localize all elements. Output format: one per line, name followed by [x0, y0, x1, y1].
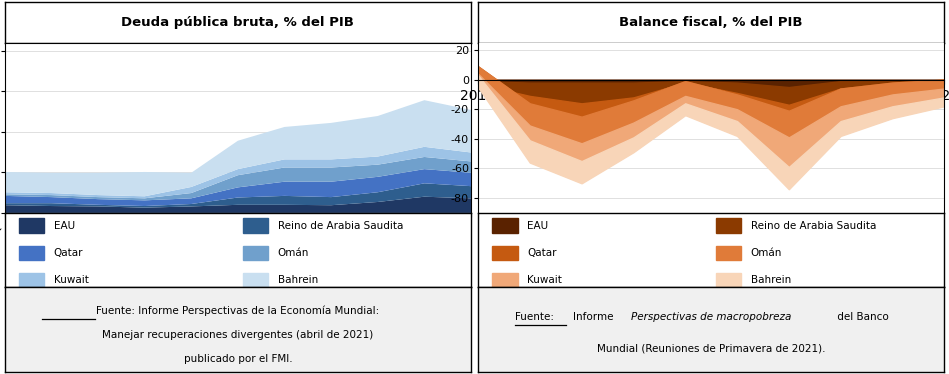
Bar [243, 273, 269, 288]
Text: EAU: EAU [54, 221, 75, 230]
Text: Reino de Arabia Saudita: Reino de Arabia Saudita [277, 221, 403, 230]
Text: Omán: Omán [751, 248, 782, 258]
Bar [243, 218, 269, 233]
Text: Omán: Omán [277, 248, 308, 258]
Text: Fuente: Informe Perspectivas de macropobreza del Banco: Fuente: Informe Perspectivas de macropob… [561, 312, 862, 322]
Text: Mundial (Reuniones de Primavera de 2021).: Mundial (Reuniones de Primavera de 2021)… [597, 343, 826, 353]
Bar [716, 218, 741, 233]
Text: Fuente:: Fuente: [515, 312, 558, 322]
Text: EAU: EAU [527, 221, 549, 230]
Bar [19, 245, 45, 260]
Text: Reino de Arabia Saudita: Reino de Arabia Saudita [751, 221, 876, 230]
Text: Informe: Informe [573, 312, 617, 322]
Bar [716, 245, 741, 260]
Text: Perspectivas de macropobreza: Perspectivas de macropobreza [631, 312, 791, 322]
Text: del Banco: del Banco [834, 312, 889, 322]
Bar [716, 273, 741, 288]
Text: Bahrein: Bahrein [277, 275, 318, 285]
Bar [492, 273, 517, 288]
Bar [492, 218, 517, 233]
Text: Bahrein: Bahrein [751, 275, 791, 285]
Text: Balance fiscal, % del PIB: Balance fiscal, % del PIB [620, 16, 803, 29]
Text: Kuwait: Kuwait [527, 275, 562, 285]
Text: publicado por el FMI.: publicado por el FMI. [183, 353, 292, 364]
Text: Kuwait: Kuwait [54, 275, 88, 285]
Text: Qatar: Qatar [527, 248, 556, 258]
Text: Manejar recuperaciones divergentes (abril de 2021): Manejar recuperaciones divergentes (abri… [102, 329, 374, 340]
Text: Deuda pública bruta, % del PIB: Deuda pública bruta, % del PIB [121, 16, 354, 29]
Text: Fuente: Informe Perspectivas de la Economía Mundial:: Fuente: Informe Perspectivas de la Econo… [96, 306, 380, 316]
Bar [492, 245, 517, 260]
Bar [243, 245, 269, 260]
Bar [19, 218, 45, 233]
Text: Qatar: Qatar [54, 248, 84, 258]
Bar [19, 273, 45, 288]
